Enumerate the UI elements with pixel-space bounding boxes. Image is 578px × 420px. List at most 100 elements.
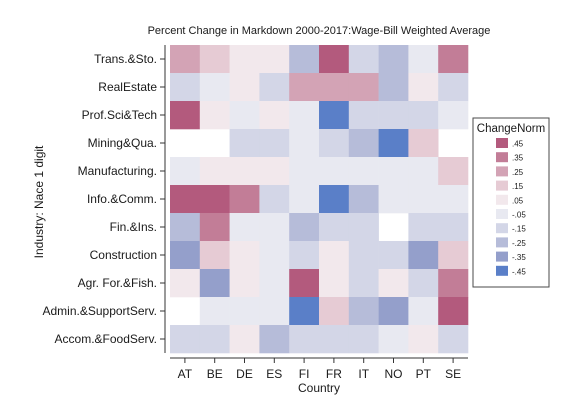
heatmap-cell xyxy=(289,129,320,158)
heatmap-cell xyxy=(229,129,260,158)
heatmap-cell xyxy=(289,241,320,270)
heatmap-cell xyxy=(229,297,260,326)
legend-label: .45 xyxy=(512,140,524,149)
legend-label: .25 xyxy=(512,168,524,177)
legend-label: .15 xyxy=(512,182,524,191)
heatmap-cell xyxy=(199,241,230,270)
heatmap-cell xyxy=(199,185,230,214)
heatmap-cell xyxy=(170,45,201,74)
x-tick-label: ES xyxy=(266,367,282,381)
heatmap-cell xyxy=(199,73,230,102)
heatmap-cell xyxy=(289,185,320,214)
x-tick-label: FR xyxy=(326,367,342,381)
heatmap-cell xyxy=(438,269,469,298)
y-tick-label: Fin.&Ins. xyxy=(110,220,157,234)
heatmap-cell xyxy=(199,101,230,130)
heatmap-cell xyxy=(348,269,379,298)
heatmap-cell xyxy=(408,241,439,270)
heatmap-cell xyxy=(229,241,260,270)
heatmap-cell xyxy=(170,269,201,298)
y-axis-label: Industry: Nace 1 digit xyxy=(32,145,46,258)
heatmap-cell xyxy=(289,213,320,242)
heatmap-cell xyxy=(319,297,350,326)
heatmap-cell xyxy=(319,241,350,270)
x-axis: AT BE DE ES FI FR IT NO PT SE xyxy=(170,357,468,381)
heatmap-cell xyxy=(170,185,201,214)
legend-swatch xyxy=(496,265,508,276)
heatmap-cell xyxy=(408,297,439,326)
heatmap-cell xyxy=(199,297,230,326)
heatmap-cell xyxy=(259,325,290,354)
heatmap-cell xyxy=(408,45,439,74)
heatmap-cell xyxy=(348,213,379,242)
heatmap-cell xyxy=(229,101,260,130)
x-tick-label: DE xyxy=(236,367,253,381)
heatmap-cell xyxy=(408,325,439,354)
y-tick-label: Info.&Comm. xyxy=(87,192,157,206)
y-tick-label: Manufacturing. xyxy=(78,164,157,178)
legend-items: .45 .35 .25 .15 .05 -.05 -.15 -.25 -.35 -.45 xyxy=(496,138,526,276)
heatmap-cell xyxy=(259,185,290,214)
heatmap-cell xyxy=(170,157,201,186)
heatmap-cell xyxy=(348,241,379,270)
heatmap-cell xyxy=(259,241,290,270)
heatmap-cell xyxy=(289,297,320,326)
legend-swatch xyxy=(496,223,508,234)
heatmap-cell xyxy=(259,45,290,74)
legend-label: .05 xyxy=(512,196,524,205)
heatmap-cell xyxy=(408,73,439,102)
heatmap-cell xyxy=(438,325,469,354)
heatmap-cell xyxy=(229,45,260,74)
heatmap-cell xyxy=(438,45,469,74)
legend-label: -.05 xyxy=(512,211,526,220)
y-axis: Trans.&Sto. RealEstate Prof.Sci&Tech Mining… xyxy=(43,45,166,353)
legend: ChangeNorm .45 .35 .25 .15 .05 -.05 -.15 -.25 -.… xyxy=(472,117,550,288)
heatmap-cell xyxy=(378,297,409,326)
heatmap-cell xyxy=(438,297,469,326)
x-tick-label: PT xyxy=(416,367,432,381)
heatmap-cell xyxy=(289,101,320,130)
heatmap-cell xyxy=(199,269,230,298)
heatmap-cell xyxy=(319,185,350,214)
heatmap-cell xyxy=(408,213,439,242)
heatmap-cell xyxy=(348,185,379,214)
heatmap-cell xyxy=(170,325,201,354)
heatmap-cell xyxy=(348,297,379,326)
x-tick-label: IT xyxy=(358,367,369,381)
heatmap-cell xyxy=(378,101,409,130)
x-tick-label: SE xyxy=(445,367,461,381)
heatmap-cell xyxy=(378,185,409,214)
legend-swatch xyxy=(496,251,508,262)
heatmap-cell xyxy=(259,129,290,158)
legend-swatch xyxy=(496,138,508,148)
legend-swatch xyxy=(496,180,508,191)
x-axis-label: Country xyxy=(298,381,340,395)
heatmap-cell xyxy=(348,101,379,130)
y-tick-label: Mining&Qua. xyxy=(88,136,157,150)
heatmap-cell xyxy=(170,101,201,130)
heatmap-cell xyxy=(378,241,409,270)
legend-label: -.25 xyxy=(512,239,526,248)
legend-label: -.15 xyxy=(512,225,526,234)
legend-swatch xyxy=(496,237,508,248)
heatmap-cell xyxy=(259,297,290,326)
heatmap-cell xyxy=(259,213,290,242)
y-tick-label: Admin.&SupportServ. xyxy=(43,304,158,318)
heatmap-cell xyxy=(348,325,379,354)
heatmap-cells xyxy=(170,45,469,354)
y-tick-label: RealEstate xyxy=(98,80,157,94)
heatmap-cell xyxy=(199,157,230,186)
heatmap-cell xyxy=(348,129,379,158)
heatmap-cell xyxy=(229,185,260,214)
heatmap-cell xyxy=(319,157,350,186)
heatmap-cell xyxy=(438,157,469,186)
chart-title: Percent Change in Markdown 2000-2017:Wag… xyxy=(148,25,491,37)
legend-box xyxy=(472,117,550,288)
heatmap-cell xyxy=(259,73,290,102)
heatmap-cell xyxy=(438,185,469,214)
heatmap-cell xyxy=(319,101,350,130)
heatmap-cell xyxy=(170,213,201,242)
heatmap-cell xyxy=(319,269,350,298)
heatmap-cell xyxy=(438,241,469,270)
